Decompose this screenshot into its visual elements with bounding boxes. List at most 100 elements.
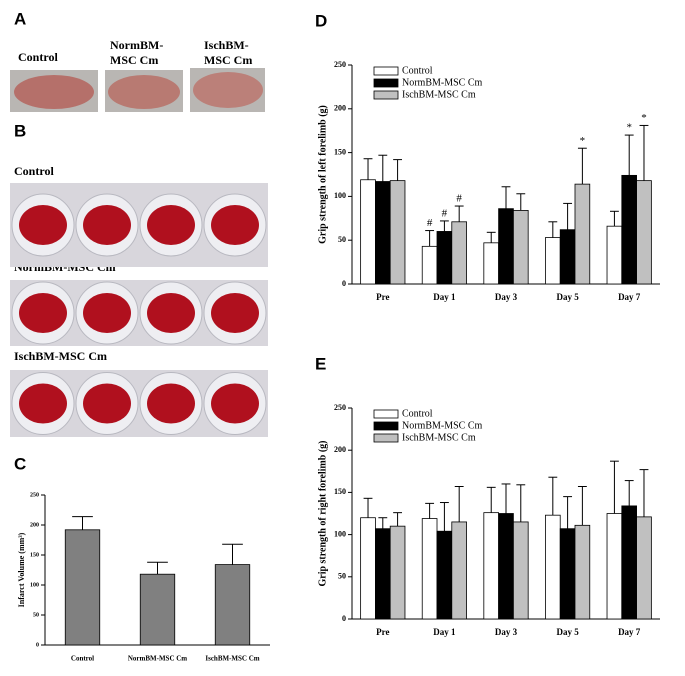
bar — [360, 179, 376, 285]
y-tick-label: 100 — [334, 191, 346, 200]
slice — [83, 383, 131, 424]
bar — [451, 521, 467, 620]
y-tick-label: 200 — [30, 522, 39, 528]
slice — [147, 205, 195, 245]
legend-label: NormBM-MSC Cm — [402, 420, 483, 431]
x-tick-label: Day 7 — [618, 292, 641, 302]
caption: NormBM- — [110, 38, 163, 52]
slice — [211, 205, 259, 245]
bar — [139, 573, 176, 646]
panel-label: B — [14, 121, 26, 140]
legend-swatch — [373, 421, 399, 431]
legend-swatch — [373, 433, 399, 443]
caption: MSC Cm — [204, 53, 252, 67]
slice — [147, 293, 195, 333]
y-axis-label: Grip strength of left forelimb (g) — [317, 105, 328, 244]
significance-marker: * — [580, 135, 586, 147]
legend-swatch — [373, 78, 399, 88]
significance-marker: # — [442, 207, 448, 219]
legend-label: IschBM-MSC Cm — [402, 432, 476, 443]
bar — [621, 174, 637, 285]
bar — [512, 521, 529, 620]
x-tick-label: Control — [71, 655, 94, 663]
bar — [214, 564, 251, 646]
caption: IschBM- — [204, 38, 249, 52]
bar — [606, 225, 623, 285]
slice — [83, 205, 131, 245]
legend-label: NormBM-MSC Cm — [402, 77, 483, 88]
bar — [512, 210, 529, 285]
significance-marker: * — [626, 122, 632, 134]
brain — [193, 72, 263, 108]
significance-marker: # — [456, 193, 462, 205]
bar — [421, 245, 438, 285]
x-tick-label: Pre — [376, 627, 389, 637]
slice — [19, 205, 67, 245]
row-label: Control — [14, 164, 54, 178]
x-tick-label: Day 3 — [495, 627, 518, 637]
bar — [498, 208, 514, 285]
bar — [451, 221, 467, 285]
y-tick-label: 0 — [36, 642, 39, 648]
bar — [621, 505, 637, 620]
legend-label: Control — [402, 65, 433, 76]
x-tick-label: Day 5 — [556, 627, 579, 637]
panel-label: D — [315, 11, 327, 30]
y-tick-label: 150 — [30, 552, 39, 558]
slice — [211, 293, 259, 333]
legend-label: Control — [402, 408, 433, 419]
slice-photos — [10, 183, 268, 437]
y-axis-label: Grip strength of right forelimb (g) — [317, 440, 328, 586]
y-tick-label: 0 — [342, 614, 346, 623]
y-tick-label: 0 — [342, 279, 346, 288]
slice — [211, 383, 259, 424]
legend-swatch — [373, 409, 399, 419]
x-tick-label: Day 1 — [433, 627, 456, 637]
caption: MSC Cm — [110, 53, 158, 67]
caption: Control — [18, 50, 58, 64]
y-tick-label: 50 — [338, 235, 346, 244]
bar — [483, 512, 500, 620]
significance-marker: * — [641, 112, 647, 124]
bar — [606, 513, 623, 620]
brain — [14, 75, 94, 109]
bar — [636, 180, 652, 285]
x-tick-label: Day 3 — [495, 292, 518, 302]
bar — [436, 231, 453, 285]
bar — [360, 517, 376, 620]
x-tick-label: Day 5 — [556, 292, 579, 302]
bar — [436, 530, 453, 620]
y-tick-label: 50 — [33, 612, 39, 618]
slice — [19, 293, 67, 333]
bar — [545, 514, 561, 620]
y-tick-label: 250 — [334, 60, 346, 69]
y-axis-label: Infarct Volume (mm³) — [17, 532, 26, 607]
brain — [108, 75, 180, 109]
y-tick-label: 200 — [334, 445, 346, 454]
bar — [498, 513, 514, 620]
significance-marker: # — [427, 217, 433, 229]
x-tick-label: IschBM-MSC Cm — [205, 655, 259, 663]
y-tick-label: 100 — [334, 529, 346, 538]
x-tick-label: Pre — [376, 292, 389, 302]
x-tick-label: NormBM-MSC Cm — [128, 655, 187, 663]
bar — [636, 516, 652, 620]
y-tick-label: 50 — [338, 572, 346, 581]
bar — [375, 181, 391, 285]
bar — [559, 229, 576, 285]
panel-label: C — [14, 454, 26, 473]
slice — [19, 383, 67, 424]
row-label: IschBM-MSC Cm — [14, 349, 107, 363]
legend-swatch — [373, 90, 399, 100]
panel-label: E — [315, 354, 326, 373]
legend-swatch — [373, 66, 399, 76]
slice — [83, 293, 131, 333]
y-tick-label: 100 — [30, 582, 39, 588]
bar — [483, 242, 500, 285]
y-tick-label: 150 — [334, 147, 346, 156]
bar — [574, 524, 591, 620]
x-tick-label: Day 1 — [433, 292, 456, 302]
y-tick-label: 250 — [30, 492, 39, 498]
brain-photos — [10, 68, 265, 112]
